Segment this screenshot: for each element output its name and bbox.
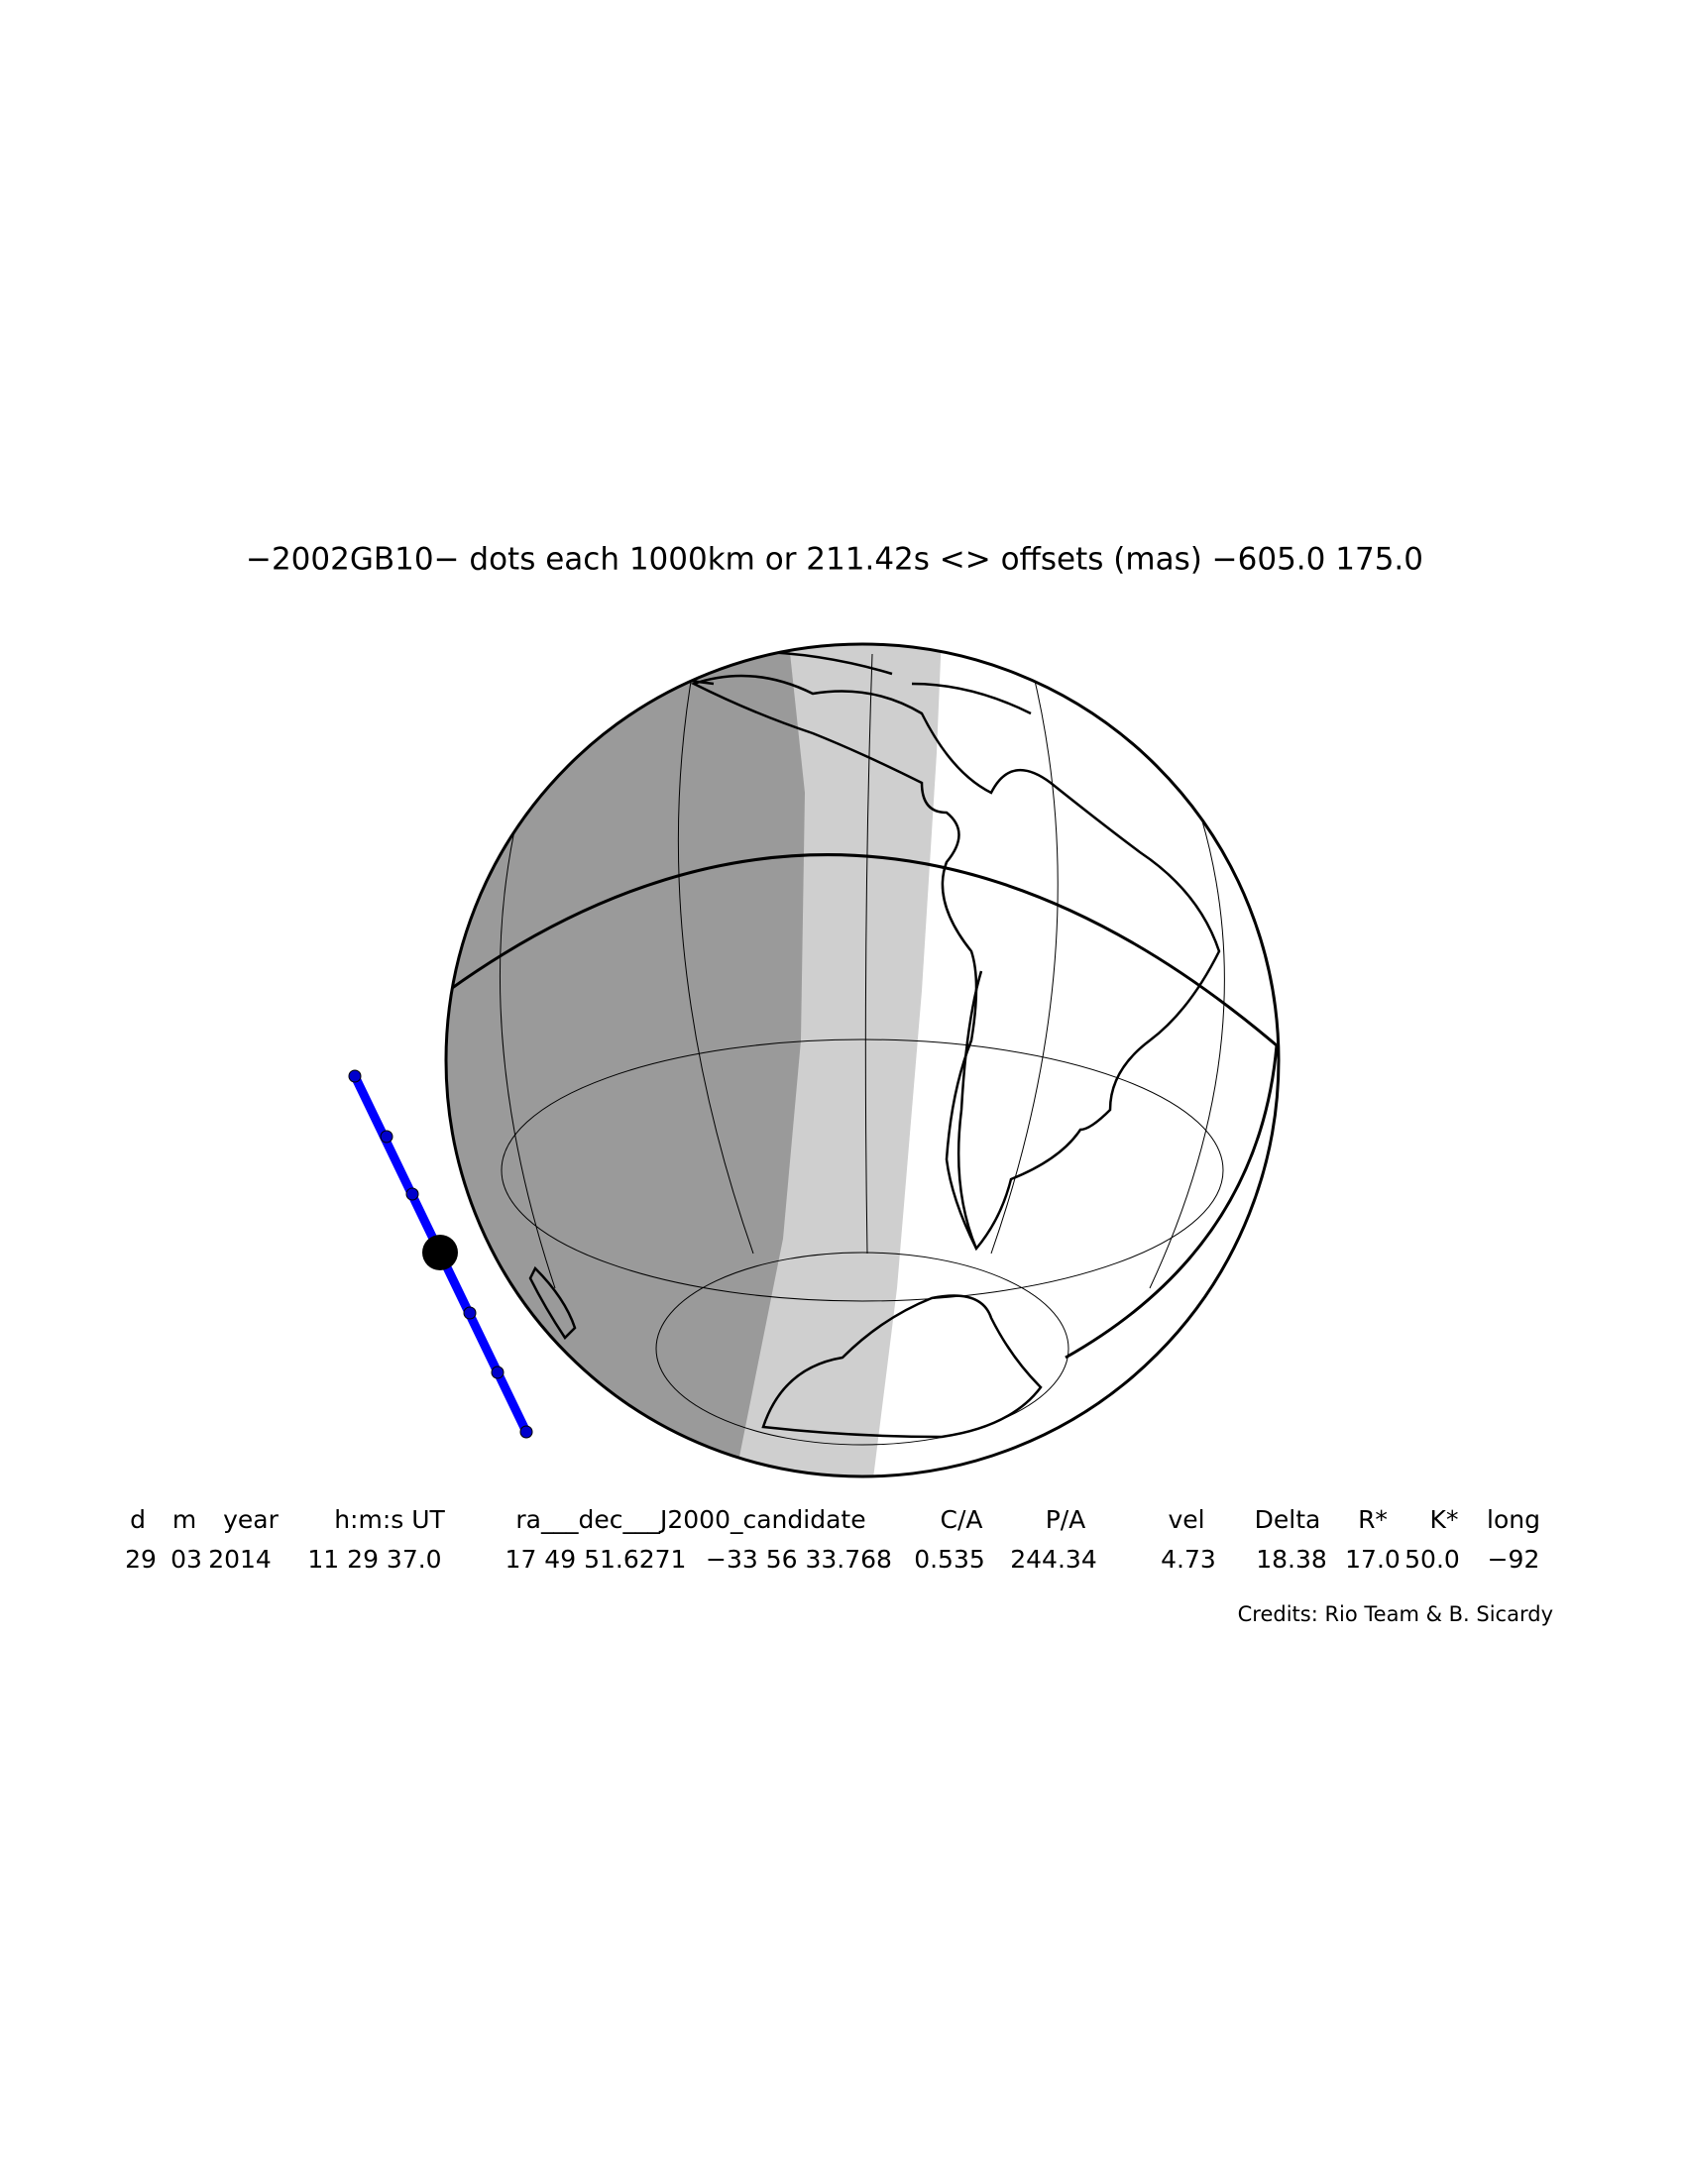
credits: Credits: Rio Team & B. Sicardy <box>1238 1602 1553 1626</box>
table-header: m <box>172 1505 196 1534</box>
table-value: 17 49 51.6271 <box>506 1545 687 1574</box>
table-value: 0.535 <box>914 1545 985 1574</box>
table-header: d <box>130 1505 146 1534</box>
globe-outline <box>444 642 1281 1478</box>
table-header: C/A <box>941 1505 983 1534</box>
table-value: 03 <box>170 1545 202 1574</box>
table-header: long <box>1487 1505 1540 1534</box>
table-value: 50.0 <box>1404 1545 1460 1574</box>
night-zone <box>446 644 805 1476</box>
table-value: 17.0 <box>1345 1545 1401 1574</box>
table-value: −33 56 33.768 <box>706 1545 892 1574</box>
table-value: 18.38 <box>1256 1545 1327 1574</box>
table-header: vel <box>1168 1505 1204 1534</box>
table-value: 4.73 <box>1161 1545 1216 1574</box>
table-header: year <box>223 1505 279 1534</box>
parameters-table: d m year h:m:s UT ra___dec___J2000_candidate… <box>125 1505 1540 1574</box>
terminator-edge <box>1065 1044 1279 1360</box>
occultation-track <box>348 1069 533 1439</box>
equator <box>447 853 1278 1047</box>
table-header: P/A <box>1046 1505 1086 1534</box>
track-dots <box>348 1069 533 1439</box>
table-header: Delta <box>1255 1505 1321 1534</box>
central-instant <box>422 1235 458 1270</box>
table-header: ra___dec___J2000_candidate <box>515 1505 865 1534</box>
table-header: h:m:s UT <box>334 1505 445 1534</box>
table-header: R* <box>1358 1505 1388 1534</box>
table-value: −92 <box>1488 1545 1540 1574</box>
table-value: 244.34 <box>1010 1545 1096 1574</box>
table-value: 11 29 37.0 <box>307 1545 441 1574</box>
table-value: 2014 <box>208 1545 272 1574</box>
table-value: 29 <box>125 1545 157 1574</box>
map-title: −2002GB10− dots each 1000km or 211.42s <… <box>246 542 1423 578</box>
globe <box>446 644 1279 1476</box>
table-header: K* <box>1430 1505 1459 1534</box>
